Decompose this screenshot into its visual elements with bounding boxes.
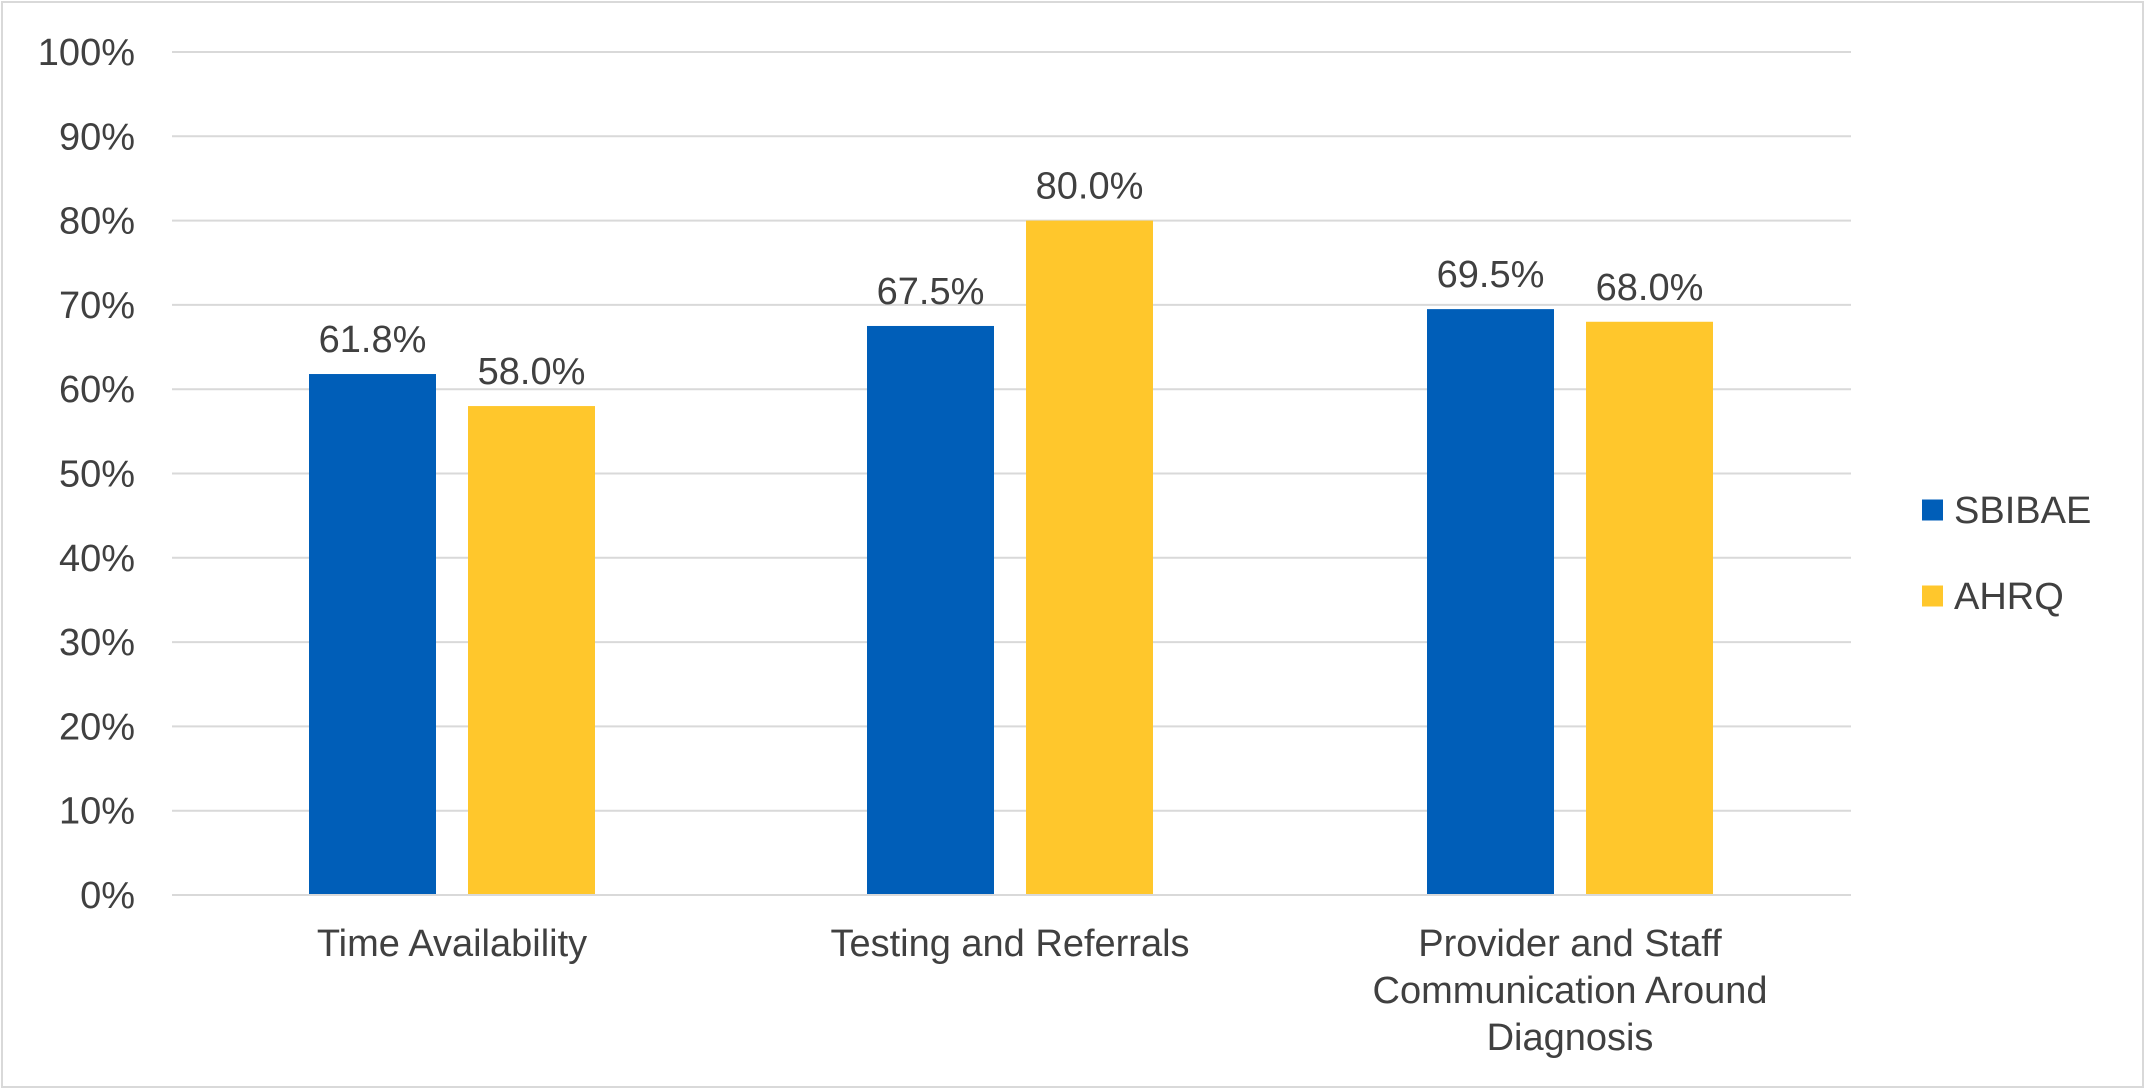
data-label-sbibae-1: 67.5%	[877, 271, 985, 313]
category-labels: Time Availability Testing and Referrals Pr…	[317, 923, 1768, 1059]
legend-swatch-ahrq[interactable]	[1922, 585, 1943, 607]
legend-label-ahrq[interactable]: AHRQ	[1954, 576, 2064, 618]
data-label-sbibae-2: 69.5%	[1437, 254, 1545, 296]
category-label-line: Testing and Referrals	[830, 923, 1189, 965]
bar-sbibae-0[interactable]	[309, 374, 436, 895]
bar-sbibae-2[interactable]	[1427, 309, 1554, 895]
y-tick-label-0: 0%	[80, 875, 135, 917]
y-tick-label-60: 60%	[59, 369, 135, 411]
y-tick-label-80: 80%	[59, 201, 135, 243]
category-label-2: Provider and Staff Communication Around Di…	[1373, 923, 1768, 1059]
y-tick-label-30: 30%	[59, 622, 135, 664]
bars	[309, 220, 1713, 896]
bar-ahrq-0[interactable]	[468, 406, 595, 895]
bar-ahrq-2[interactable]	[1586, 321, 1713, 895]
data-label-ahrq-2: 68.0%	[1596, 267, 1704, 309]
y-tick-label-90: 90%	[59, 116, 135, 158]
y-tick-label-20: 20%	[59, 706, 135, 748]
data-labels: 61.8% 58.0% 67.5% 80.0% 69.5% 68.0%	[319, 166, 1704, 393]
data-label-ahrq-0: 58.0%	[478, 351, 586, 393]
category-label-0: Time Availability	[317, 923, 587, 965]
data-label-ahrq-1: 80.0%	[1036, 166, 1144, 208]
y-axis-ticks: 0% 10% 20% 30% 40% 50% 60% 70% 80% 90% 100%	[38, 32, 135, 917]
y-tick-label-40: 40%	[59, 538, 135, 580]
y-tick-label-100: 100%	[38, 32, 135, 74]
category-label-line: Provider and Staff	[1418, 923, 1722, 965]
bar-sbibae-1[interactable]	[867, 325, 994, 896]
data-label-sbibae-0: 61.8%	[319, 319, 427, 361]
legend-swatch-sbibae[interactable]	[1922, 499, 1943, 521]
y-tick-label-10: 10%	[59, 791, 135, 833]
category-label-line: Communication Around	[1373, 970, 1768, 1012]
category-label-line: Diagnosis	[1487, 1017, 1654, 1059]
y-tick-label-50: 50%	[59, 454, 135, 496]
legend[interactable]: SBIBAE AHRQ	[1922, 490, 2091, 618]
y-tick-label-70: 70%	[59, 285, 135, 327]
category-label-line: Time Availability	[317, 923, 587, 965]
legend-label-sbibae[interactable]: SBIBAE	[1954, 490, 2091, 532]
gridlines	[172, 51, 1851, 812]
category-label-1: Testing and Referrals	[830, 923, 1189, 965]
bar-ahrq-1[interactable]	[1026, 220, 1153, 896]
